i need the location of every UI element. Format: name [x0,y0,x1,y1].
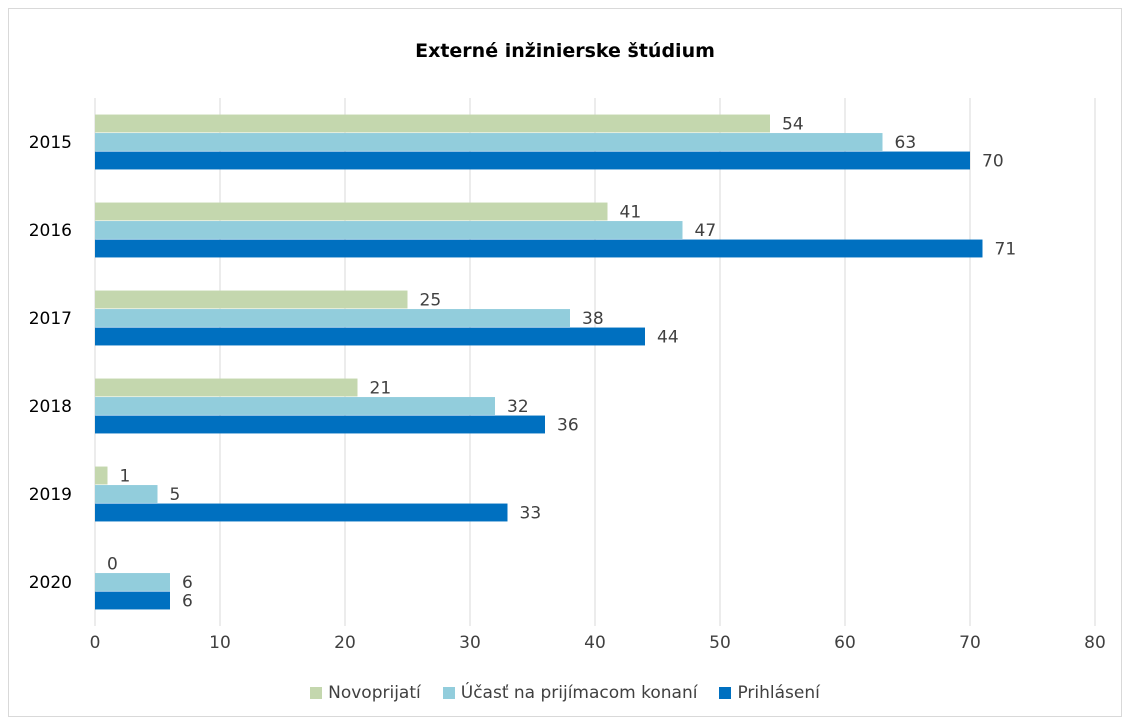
legend-label-novoprijati: Novoprijatí [328,683,421,703]
data-label-novoprijati-2017: 25 [420,290,442,310]
category-label-2016: 2016 [29,221,72,241]
x-tick-label-50: 50 [709,633,731,653]
data-label-ucast-na-prijimacom-konani-2017: 38 [582,309,604,329]
category-label-2017: 2017 [29,309,72,329]
category-label-2018: 2018 [29,397,72,417]
bar-ucast-na-prijimacom-konani-2016 [95,221,683,239]
bars [95,114,983,610]
bar-ucast-na-prijimacom-konani-2017 [95,309,570,327]
data-label-ucast-na-prijimacom-konani-2016: 47 [695,221,717,241]
category-labels: 2015 2016 2017 2018 2019 2020 [29,133,72,593]
data-label-novoprijati-2019: 1 [120,466,131,486]
legend-swatch-ucast-na-prijimacom-konani [442,687,455,699]
legend-item-prihlaseni: Prihlásení [719,683,820,703]
x-tick-label-30: 30 [459,633,481,653]
bar-ucast-na-prijimacom-konani-2019 [95,485,158,503]
data-label-ucast-na-prijimacom-konani-2020: 6 [182,573,193,593]
legend-item-ucast-na-prijimacom-konani: Účasť na prijímacom konaní [442,683,698,703]
bar-ucast-na-prijimacom-konani-2015 [95,133,883,151]
x-tick-label-40: 40 [584,633,606,653]
bar-ucast-na-prijimacom-konani-2018 [95,397,495,415]
data-label-prihlaseni-2018: 36 [557,415,579,435]
category-label-2020: 2020 [29,573,72,593]
data-label-novoprijati-2016: 41 [620,202,642,222]
bar-novoprijati-2017 [95,290,408,309]
bar-prihlaseni-2015 [95,151,970,170]
data-label-novoprijati-2020: 0 [107,554,118,574]
data-label-ucast-na-prijimacom-konani-2019: 5 [170,485,181,505]
bar-novoprijati-2015 [95,114,770,133]
data-label-novoprijati-2015: 54 [782,114,804,134]
bar-prihlaseni-2019 [95,503,508,522]
bar-novoprijati-2019 [95,466,108,485]
data-label-novoprijati-2018: 21 [370,378,392,398]
x-tick-label-20: 20 [334,633,356,653]
bar-prihlaseni-2020 [95,591,170,610]
x-tick-label-10: 10 [209,633,231,653]
legend-label-prihlaseni: Prihlásení [737,683,820,703]
legend-swatch-novoprijati [310,687,323,699]
bar-prihlaseni-2016 [95,239,983,258]
bar-prihlaseni-2018 [95,415,545,434]
bar-novoprijati-2016 [95,202,608,221]
data-label-prihlaseni-2016: 71 [995,239,1017,259]
data-label-ucast-na-prijimacom-konani-2015: 63 [895,133,917,153]
bar-novoprijati-2018 [95,378,358,397]
x-tick-label-70: 70 [959,633,981,653]
legend: Novoprijatí Účasť na prijímacom konaní Pri… [0,683,1130,703]
bar-prihlaseni-2017 [95,327,645,346]
x-tick-label-80: 80 [1084,633,1106,653]
data-label-prihlaseni-2019: 33 [520,503,542,523]
category-label-2019: 2019 [29,485,72,505]
data-label-ucast-na-prijimacom-konani-2018: 32 [507,397,529,417]
data-labels: 54 63 70 41 47 71 25 38 44 21 32 36 1 5 33 0 66 [107,114,1016,611]
data-label-prihlaseni-2020: 6 [182,591,193,611]
data-label-prihlaseni-2015: 70 [982,151,1004,171]
data-label-prihlaseni-2017: 44 [657,327,679,347]
chart-title: Externé inžinierske štúdium [415,40,715,62]
x-tick-label-60: 60 [834,633,856,653]
legend-swatch-prihlaseni [719,687,732,699]
x-tick-labels: 0 10 20 30 40 50 60 70 80 [90,633,1106,653]
bar-ucast-na-prijimacom-konani-2020 [95,573,170,591]
legend-item-novoprijati: Novoprijatí [310,683,421,703]
x-tick-label-0: 0 [90,633,101,653]
gridlines [94,98,1096,626]
legend-label-ucast-na-prijimacom-konani: Účasť na prijímacom konaní [460,683,698,703]
category-label-2015: 2015 [29,133,72,153]
